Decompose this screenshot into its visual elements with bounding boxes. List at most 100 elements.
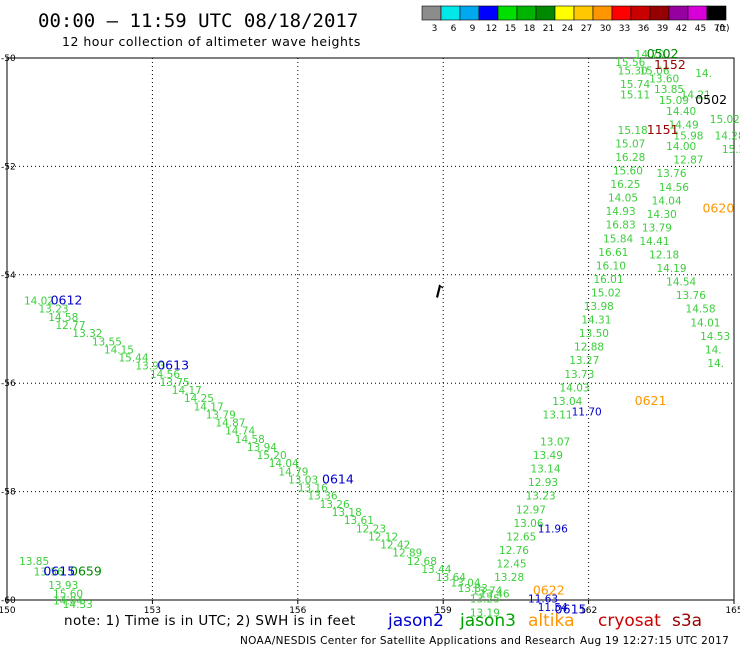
swh-value-label: 13.23 (526, 491, 556, 503)
legend-swatch (421, 5, 442, 21)
swh-value-label: 13.85 (19, 556, 49, 568)
swh-value-label: 14. (695, 68, 712, 80)
swh-value-label: 15.2 (722, 144, 740, 156)
swh-value-label: 15.60 (613, 166, 643, 178)
legend-swatch (611, 5, 632, 21)
swh-value-label: 13.18 (332, 507, 362, 519)
swh-value-label: 13.27 (569, 355, 599, 367)
footer-note: note: 1) Time is in UTC; 2) SWH is in fe… (64, 613, 356, 629)
legend-swatch (497, 5, 518, 21)
swh-value-label: 14.58 (686, 304, 716, 316)
swh-value-label: 15.09 (659, 95, 689, 107)
swh-value-label: 13.14 (530, 464, 560, 476)
legend-swatch (706, 5, 727, 21)
swh-value-label: 14.93 (606, 206, 636, 218)
swh-value-label: 15.18 (618, 125, 648, 137)
y-tick-label: -54 (1, 271, 16, 281)
swh-value-label: 13.64 (436, 572, 466, 584)
swh-value-label: 14.15 (104, 344, 134, 356)
legend-label: 21 (543, 24, 554, 34)
swh-value-label: 13.04 (552, 396, 582, 408)
swh-value-label: 13.83 (458, 583, 488, 595)
legend-label: 33 (619, 24, 630, 34)
legend-swatch (516, 5, 537, 21)
time-label: 0615 (43, 564, 75, 579)
swh-value-label: 15.98 (673, 130, 703, 142)
swh-value-label: 14.17 (172, 385, 202, 397)
legend-label: 27 (581, 24, 592, 34)
swh-value-label: 14. (705, 344, 722, 356)
swh-value-label: 15.44 (118, 353, 148, 365)
swh-value-label: 14.33 (63, 599, 93, 611)
swh-value-label: 12.45 (497, 558, 527, 570)
legend-color-scale: 3 6 9 12 15 18 21 24 27 30 33 36 39 42 45 70 (421, 5, 727, 34)
legend-label: 39 (657, 24, 669, 34)
time-label: 0615 (555, 602, 587, 617)
swh-value-label: 13.93 (135, 361, 165, 373)
time-label: 0502 (695, 92, 727, 107)
legend-label: 6 (451, 24, 457, 34)
legend-label: 12 (486, 24, 497, 34)
swh-value-label: 13.56 (34, 567, 64, 579)
legend-label: 15 (505, 24, 516, 34)
swh-value-label: 12.88 (574, 342, 604, 354)
swh-value-label: 15.74 (620, 79, 650, 91)
swh-value-label: 14.74 (225, 426, 255, 438)
x-tick-label: 165 (725, 606, 740, 616)
swh-value-label: 13.73 (564, 369, 594, 381)
swh-value-label: 14.79 (278, 466, 308, 478)
swh-value-label: 14.87 (215, 418, 245, 430)
y-tick-label: -52 (1, 162, 16, 172)
swh-value-label: 13.75 (160, 377, 190, 389)
swh-value-label: 16.10 (596, 260, 626, 272)
swh-value-label: 13.85 (654, 84, 684, 96)
legend-swatch (478, 5, 499, 21)
swh-value-label: 15.11 (620, 90, 650, 102)
swh-value-label: 12.77 (55, 320, 85, 332)
plot-frame (6, 57, 735, 601)
legend-label: 24 (562, 24, 574, 34)
x-tick-label: 162 (580, 606, 597, 616)
swh-value-label: 15.30 (618, 65, 648, 77)
footer-credit: NOAA/NESDIS Center for Satellite Applica… (240, 635, 575, 647)
time-label: 0613 (157, 358, 189, 373)
swh-value-label: 12.87 (673, 155, 703, 167)
legend-swatch (592, 5, 613, 21)
legend-label: 36 (638, 24, 650, 34)
axis-ticks: 150 153 156 159 162 165 -50 -52 -54 -56 -58 -60 (0, 54, 740, 616)
swh-value-label: 12.68 (407, 556, 437, 568)
swh-value-label: 15.60 (53, 588, 83, 600)
swh-value-label: 13.93 (48, 580, 78, 592)
legend-label: 18 (524, 24, 536, 34)
time-label: 1151 (647, 122, 679, 137)
swh-value-label: 14.54 (666, 277, 696, 289)
swh-value-label: 14.25 (184, 393, 214, 405)
satellite-legend: jason2 jason3 altika cryosat s3a (387, 611, 702, 631)
satellite-legend-item: cryosat (598, 611, 661, 631)
legend-swatch (554, 5, 575, 21)
swh-value-label: 16.25 (610, 179, 640, 191)
x-tick-label: 159 (435, 606, 452, 616)
swh-value-label: 13.23 (39, 304, 69, 316)
swh-value-label: 15.06 (639, 65, 669, 77)
swh-value-label: 13.49 (533, 450, 563, 462)
swh-value-label: 14.02 (24, 296, 54, 308)
legend-label: 45 (695, 24, 706, 34)
time-label: 0659 (70, 564, 102, 579)
swh-value-label: 11.54 (538, 602, 568, 614)
swh-value-label: 13.60 (649, 73, 679, 85)
swh-value-label: 13.44 (421, 564, 451, 576)
footer-generated: Aug 19 12:27:15 UTC 2017 (580, 635, 729, 647)
swh-value-label: 16.28 (615, 152, 645, 164)
chart-title: 00:00 – 11:59 UTC 08/18/2017 (38, 10, 358, 32)
swh-value-label: 13.16 (298, 483, 328, 495)
time-label: 0620 (702, 200, 734, 215)
swh-value-label: 15.07 (615, 138, 645, 150)
satellite-legend-item: jason3 (459, 611, 516, 631)
legend-label: 3 (432, 24, 438, 34)
time-label: 0612 (51, 293, 83, 308)
y-tick-label: -50 (1, 54, 16, 64)
swh-value-label: 13.07 (540, 437, 570, 449)
swh-value-label: 13.79 (642, 222, 672, 234)
